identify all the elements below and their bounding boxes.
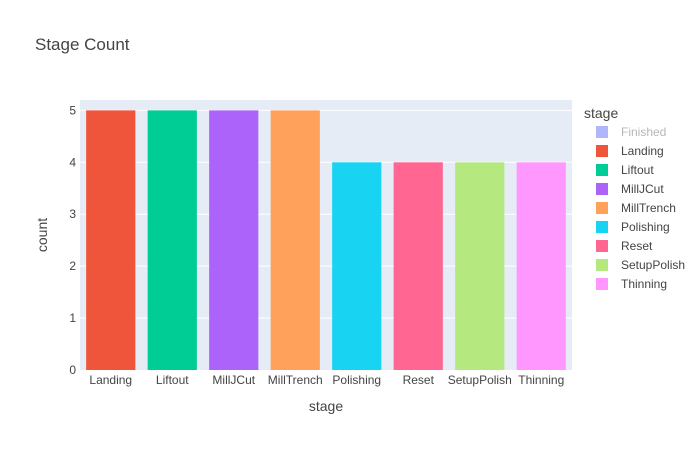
y-tick-label: 2 <box>69 259 76 273</box>
legend-swatch[interactable] <box>596 183 608 195</box>
legend-swatch[interactable] <box>596 240 608 252</box>
y-axis-ticks: 0 1 2 3 4 5 <box>69 103 76 377</box>
bar-reset <box>393 162 443 370</box>
legend-item-milltrench[interactable]: MillTrench <box>621 201 676 215</box>
bar-polishing <box>332 162 382 370</box>
x-tick-label: Liftout <box>156 373 189 387</box>
legend-item-polishing[interactable]: Polishing <box>621 220 670 234</box>
x-tick-label: MillTrench <box>268 373 323 387</box>
legend-swatch[interactable] <box>596 202 608 214</box>
x-axis-title: stage <box>309 398 343 414</box>
x-tick-label: Polishing <box>332 373 381 387</box>
legend-swatch[interactable] <box>596 278 608 290</box>
y-tick-label: 0 <box>69 363 76 377</box>
x-tick-label: SetupPolish <box>448 373 512 387</box>
x-tick-label: Reset <box>403 373 435 387</box>
legend-item-milljcut[interactable]: MillJCut <box>621 182 664 196</box>
legend-swatch[interactable] <box>596 126 608 138</box>
x-axis-ticks: Landing Liftout MillJCut MillTrench Polishin… <box>89 373 564 387</box>
y-tick-label: 3 <box>69 207 76 221</box>
legend-item-finished[interactable]: Finished <box>621 125 666 139</box>
legend-swatch[interactable] <box>596 145 608 157</box>
legend-swatch[interactable] <box>596 164 608 176</box>
y-axis-title: count <box>34 218 50 252</box>
y-tick-label: 4 <box>69 155 76 169</box>
bars <box>86 110 566 370</box>
bar-liftout <box>147 110 197 370</box>
x-tick-label: Landing <box>89 373 132 387</box>
x-tick-label: Thinning <box>518 373 564 387</box>
legend-item-reset[interactable]: Reset <box>621 239 653 253</box>
legend-title: stage <box>584 105 618 121</box>
y-tick-label: 1 <box>69 311 76 325</box>
bar-landing <box>86 110 136 370</box>
legend-item-liftout[interactable]: Liftout <box>621 163 654 177</box>
bar-milljcut <box>209 110 259 370</box>
legend-swatch[interactable] <box>596 259 608 271</box>
y-tick-label: 5 <box>69 103 76 117</box>
legend-swatch[interactable] <box>596 221 608 233</box>
bar-setuppolish <box>455 162 505 370</box>
bar-milltrench <box>270 110 320 370</box>
x-tick-label: MillJCut <box>212 373 255 387</box>
legend-item-thinning[interactable]: Thinning <box>621 277 667 291</box>
chart-title: Stage Count <box>35 35 130 54</box>
legend-item-landing[interactable]: Landing <box>621 144 664 158</box>
legend-item-setuppolish[interactable]: SetupPolish <box>621 258 685 272</box>
legend: stage Finished Landing Liftout MillJCut Mill… <box>584 105 685 291</box>
bar-thinning <box>516 162 566 370</box>
